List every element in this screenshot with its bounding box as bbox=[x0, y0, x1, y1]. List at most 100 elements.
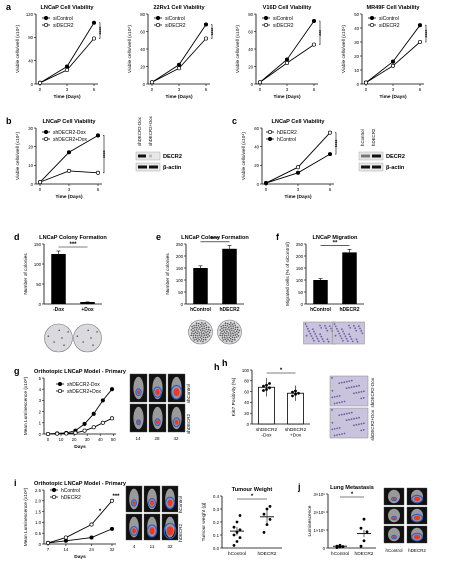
luminescence-spot bbox=[392, 517, 396, 520]
data-point bbox=[284, 60, 290, 66]
luminescence-halo bbox=[411, 494, 424, 504]
y-tick-label: 3×10⁶ bbox=[314, 492, 326, 497]
colony bbox=[221, 327, 223, 330]
x-tick-label: 0 bbox=[47, 437, 50, 442]
blot-lane-label: hDECR2 bbox=[371, 128, 376, 146]
data-point bbox=[109, 387, 115, 392]
colony bbox=[236, 326, 239, 329]
colony bbox=[198, 338, 200, 341]
data-point bbox=[232, 525, 236, 529]
legend-marker bbox=[57, 381, 63, 387]
data-point bbox=[294, 389, 297, 393]
colony bbox=[230, 327, 232, 330]
colony bbox=[206, 330, 209, 333]
data-point bbox=[89, 522, 94, 527]
colony bbox=[223, 334, 226, 337]
y-tick-label: 0 bbox=[39, 432, 42, 437]
colony bbox=[193, 329, 196, 331]
colony bbox=[194, 331, 197, 334]
significance-bracket bbox=[335, 132, 337, 155]
colony bbox=[200, 322, 203, 324]
colony bbox=[190, 329, 193, 331]
data-point bbox=[265, 523, 269, 526]
y-tick-label: 250 bbox=[176, 242, 184, 247]
data-point bbox=[64, 431, 69, 436]
colony bbox=[224, 324, 227, 327]
colony bbox=[194, 336, 197, 339]
colony bbox=[196, 340, 199, 342]
data-point bbox=[238, 536, 242, 539]
x-axis-label: Time (Days) bbox=[379, 94, 407, 100]
x-tick-label: 6 bbox=[313, 87, 316, 92]
y-tick-label: 0.5 bbox=[35, 531, 42, 536]
colony bbox=[223, 336, 226, 339]
colony bbox=[222, 339, 225, 341]
series-line-1 bbox=[265, 132, 331, 184]
colony bbox=[205, 334, 208, 336]
colony bbox=[232, 325, 235, 328]
data-point bbox=[338, 543, 342, 547]
cell bbox=[344, 335, 347, 338]
cell bbox=[360, 429, 363, 432]
blot-band-label: β-actin bbox=[386, 165, 405, 171]
blot-lane-label: shDECR2-Dox bbox=[137, 116, 142, 146]
blot-band bbox=[149, 165, 158, 169]
y-tick-label: 0.2 bbox=[213, 520, 220, 525]
colony bbox=[229, 338, 232, 340]
colony bbox=[208, 335, 211, 337]
colony bbox=[226, 325, 229, 327]
category-label: shDECR2 bbox=[256, 427, 278, 433]
data-point bbox=[203, 36, 209, 41]
colony bbox=[207, 333, 209, 335]
colony bbox=[197, 334, 199, 337]
cell bbox=[340, 328, 343, 330]
colony bbox=[190, 334, 193, 337]
blot-band bbox=[138, 154, 146, 158]
cell bbox=[331, 409, 333, 411]
colony bbox=[235, 336, 238, 338]
image-label: 42 bbox=[173, 436, 179, 441]
cell bbox=[330, 327, 332, 330]
colony bbox=[201, 333, 203, 335]
series-line-2 bbox=[47, 500, 113, 544]
x-tick-label: 0 bbox=[365, 87, 368, 92]
cell bbox=[350, 379, 353, 382]
data-point bbox=[91, 411, 96, 416]
x-axis-label: Time (Days) bbox=[273, 94, 301, 100]
cell bbox=[338, 382, 341, 384]
legend-label: hControl bbox=[61, 488, 80, 494]
data-point bbox=[235, 540, 239, 543]
colony bbox=[199, 323, 202, 326]
cell bbox=[353, 424, 355, 427]
cell bbox=[353, 385, 355, 388]
colony bbox=[220, 332, 222, 334]
data-point bbox=[311, 18, 317, 24]
data-point bbox=[91, 425, 96, 430]
cell bbox=[336, 395, 339, 398]
y-tick-label: 100 bbox=[296, 278, 304, 283]
cell bbox=[345, 412, 348, 415]
colony bbox=[200, 338, 203, 340]
colony bbox=[204, 330, 206, 332]
cell bbox=[348, 418, 350, 421]
colony bbox=[226, 337, 228, 339]
colony bbox=[223, 326, 225, 329]
y-tick-label: 60 bbox=[244, 389, 249, 394]
legend-label: shDECR2+Dox bbox=[53, 137, 88, 143]
data-point bbox=[295, 170, 301, 175]
x-tick-label: 3 bbox=[297, 187, 300, 192]
colony bbox=[221, 334, 224, 337]
legend-label: siControl bbox=[379, 16, 399, 22]
luminescence-spot bbox=[392, 498, 396, 501]
significance-label: * bbox=[280, 368, 283, 374]
category-label: -Dox bbox=[261, 433, 272, 439]
colony bbox=[226, 334, 228, 337]
cell bbox=[311, 328, 314, 330]
x-tick-label: 0 bbox=[151, 87, 154, 92]
y-tick-label: 150 bbox=[176, 266, 184, 271]
colony bbox=[230, 333, 232, 335]
x-tick-label: 3 bbox=[392, 87, 395, 92]
cell bbox=[331, 428, 334, 431]
data-point bbox=[295, 165, 301, 170]
cell bbox=[350, 418, 353, 421]
